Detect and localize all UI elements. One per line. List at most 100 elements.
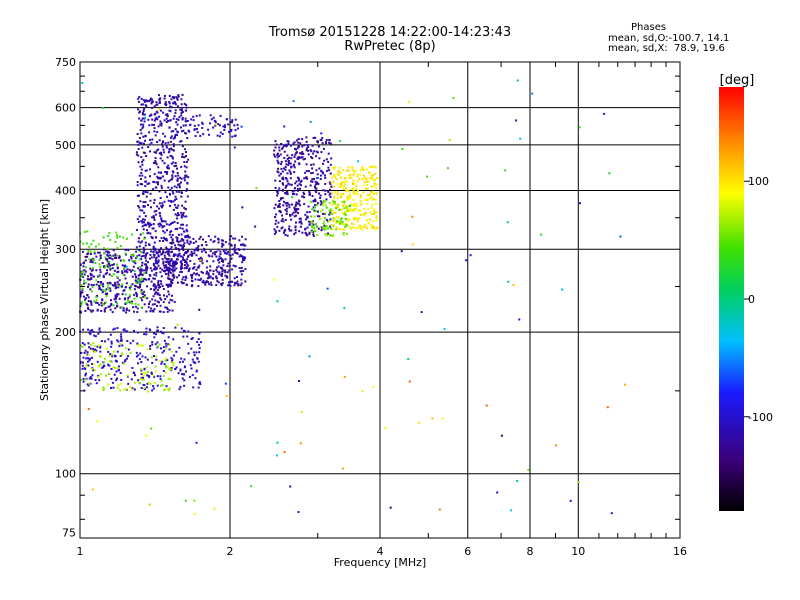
data-point	[154, 262, 157, 265]
data-point	[163, 254, 166, 257]
data-point	[212, 270, 215, 273]
data-point	[222, 269, 225, 272]
data-point	[155, 250, 158, 253]
data-point	[175, 197, 178, 200]
data-point	[108, 257, 111, 260]
data-point	[185, 224, 188, 227]
data-point	[135, 256, 138, 259]
data-point	[156, 141, 159, 144]
data-point	[125, 282, 128, 285]
data-point	[134, 374, 137, 377]
data-point	[179, 271, 182, 274]
data-point	[181, 213, 184, 216]
data-point	[152, 284, 155, 287]
data-point	[131, 259, 134, 262]
data-point	[112, 254, 115, 257]
data-point	[342, 187, 345, 190]
data-point	[325, 142, 328, 145]
data-point	[351, 182, 354, 185]
data-point	[137, 205, 140, 208]
data-point	[196, 341, 199, 344]
data-point	[357, 189, 360, 192]
data-point	[177, 174, 180, 177]
data-point	[301, 155, 304, 158]
data-point	[143, 205, 146, 208]
data-point	[286, 180, 289, 183]
data-point	[161, 268, 164, 271]
data-point	[125, 265, 128, 268]
data-point	[138, 381, 141, 384]
data-point	[355, 202, 358, 205]
data-point	[217, 237, 220, 240]
data-point	[154, 292, 157, 295]
data-point	[146, 285, 149, 288]
data-point	[306, 226, 309, 229]
data-point	[204, 281, 207, 284]
data-point	[136, 229, 139, 232]
data-point	[241, 235, 244, 238]
data-point	[155, 104, 158, 107]
data-point	[307, 153, 310, 156]
data-point	[160, 379, 163, 382]
data-point	[161, 225, 164, 228]
data-point	[98, 263, 101, 266]
data-point	[206, 277, 209, 280]
data-point	[169, 271, 172, 274]
data-point	[155, 149, 158, 152]
data-point	[352, 179, 355, 182]
data-point	[335, 221, 338, 224]
data-point	[223, 124, 226, 127]
data-point	[176, 214, 179, 217]
data-point	[353, 193, 356, 196]
data-point	[346, 219, 349, 222]
data-point	[180, 244, 183, 247]
data-point	[354, 217, 357, 220]
data-point	[151, 343, 154, 346]
data-point	[103, 266, 106, 269]
data-point	[140, 220, 143, 223]
data-point	[172, 241, 175, 244]
data-point	[165, 237, 168, 240]
data-point	[92, 284, 95, 287]
data-point	[340, 208, 343, 211]
data-point	[219, 114, 222, 117]
data-point	[154, 343, 157, 346]
data-point	[300, 156, 303, 159]
data-point	[277, 189, 280, 192]
data-point	[352, 191, 355, 194]
data-point	[183, 177, 186, 180]
data-point	[98, 258, 101, 261]
data-point	[441, 417, 444, 420]
data-point	[316, 215, 319, 218]
data-point	[152, 223, 155, 226]
data-point	[138, 245, 141, 248]
data-point	[353, 209, 356, 212]
data-point	[162, 288, 165, 291]
data-point	[315, 187, 318, 190]
data-point	[356, 173, 359, 176]
data-point	[309, 149, 312, 152]
data-point	[89, 343, 92, 346]
data-point	[108, 251, 111, 254]
data-point	[349, 207, 352, 210]
data-point	[162, 375, 165, 378]
data-point	[160, 187, 163, 190]
data-point	[146, 221, 149, 224]
data-point	[321, 203, 324, 206]
data-point	[120, 338, 123, 341]
data-point	[149, 168, 152, 171]
data-point	[129, 351, 132, 354]
data-point	[328, 201, 331, 204]
data-point	[337, 169, 340, 172]
data-point	[148, 300, 151, 303]
data-point	[159, 297, 162, 300]
data-point	[175, 121, 178, 124]
data-point	[316, 173, 319, 176]
data-point	[117, 365, 120, 368]
data-point	[98, 379, 101, 382]
data-point	[83, 367, 86, 370]
data-point	[181, 267, 184, 270]
data-point	[168, 269, 171, 272]
data-point	[238, 255, 241, 258]
data-point	[359, 224, 362, 227]
